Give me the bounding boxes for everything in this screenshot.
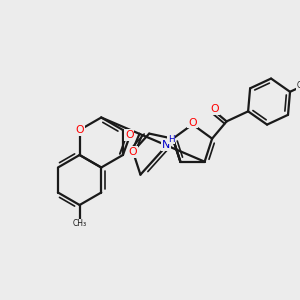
Text: CH₃: CH₃ — [297, 81, 300, 90]
Text: O: O — [188, 118, 197, 128]
Text: O: O — [125, 130, 134, 140]
Text: O: O — [75, 125, 84, 135]
Text: N: N — [162, 140, 170, 150]
Text: H: H — [168, 135, 175, 144]
Text: O: O — [129, 147, 137, 157]
Text: O: O — [210, 104, 219, 114]
Text: CH₃: CH₃ — [73, 219, 87, 228]
